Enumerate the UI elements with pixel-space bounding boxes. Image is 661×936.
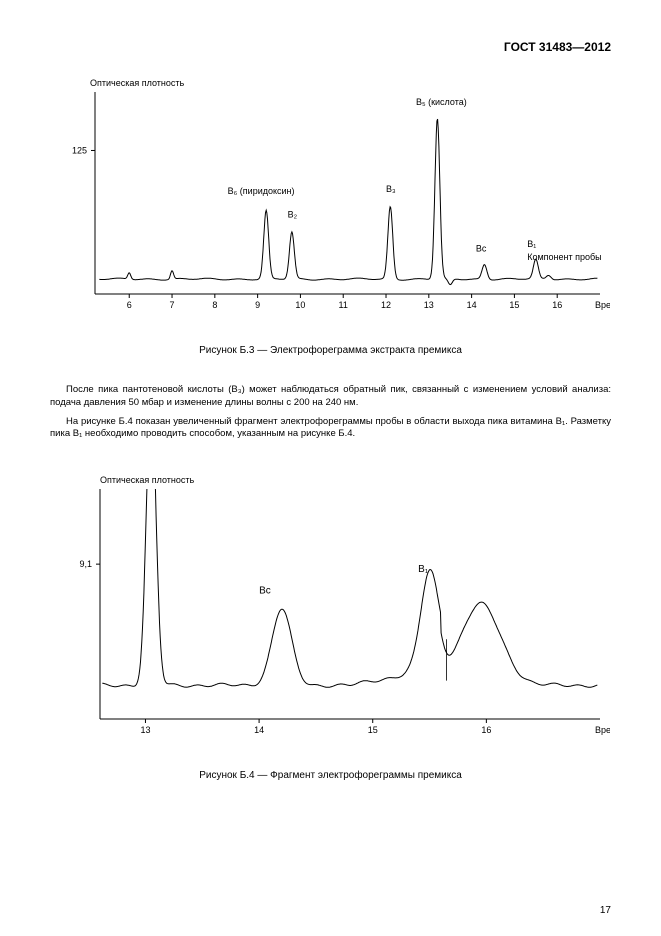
svg-text:Оптическая плотность: Оптическая плотность	[100, 475, 194, 485]
svg-text:14: 14	[254, 725, 264, 735]
svg-text:11: 11	[339, 300, 348, 310]
svg-text:8: 8	[212, 300, 217, 310]
svg-text:16: 16	[481, 725, 491, 735]
svg-text:13: 13	[140, 725, 150, 735]
svg-text:Время, мин: Время, мин	[595, 300, 610, 310]
svg-text:15: 15	[509, 300, 519, 310]
svg-text:15: 15	[368, 725, 378, 735]
svg-text:125: 125	[72, 145, 87, 155]
caption-b4: Рисунок Б.4 — Фрагмент электрофореграммы…	[50, 770, 611, 781]
svg-text:12: 12	[381, 300, 391, 310]
svg-text:Оптическая плотность: Оптическая плотность	[90, 78, 184, 88]
chart-b3: Оптическая плотность 125 6 7 8 9 10 11 12 13 14 15 1…	[50, 74, 611, 329]
svg-text:13: 13	[424, 300, 434, 310]
svg-text:Bᴄ: Bᴄ	[259, 586, 271, 597]
svg-text:B₅ (кислота): B₅ (кислота)	[416, 97, 467, 107]
caption-b3: Рисунок Б.3 — Электрофореграмма экстракт…	[50, 345, 611, 356]
chart-b4: Оптическая плотность 9,1 13 14 15 16 Время, ми…	[50, 469, 611, 754]
page-number: 17	[600, 905, 611, 916]
svg-text:B₁: B₁	[418, 564, 429, 575]
svg-text:14: 14	[467, 300, 477, 310]
document-header: ГОСТ 31483—2012	[50, 40, 611, 54]
paragraph-1: После пика пантотеновой кислоты (В₃) мож…	[50, 384, 611, 410]
paragraph-2: На рисунке Б.4 показан увеличенный фрагм…	[50, 416, 611, 442]
svg-text:10: 10	[295, 300, 305, 310]
svg-text:6: 6	[127, 300, 132, 310]
svg-text:B₂: B₂	[288, 209, 298, 219]
svg-text:9: 9	[255, 300, 260, 310]
svg-text:7: 7	[170, 300, 175, 310]
svg-text:B₆ (пиридоксин): B₆ (пиридоксин)	[228, 186, 295, 196]
svg-text:B₁: B₁	[527, 239, 536, 249]
svg-text:9,1: 9,1	[79, 559, 92, 569]
svg-text:Время, мин: Время, мин	[595, 725, 610, 735]
svg-text:B₃: B₃	[386, 184, 396, 194]
svg-text:Bᴄ: Bᴄ	[476, 243, 487, 253]
svg-text:16: 16	[552, 300, 562, 310]
svg-text:Компонент пробы: Компонент пробы	[527, 252, 601, 262]
